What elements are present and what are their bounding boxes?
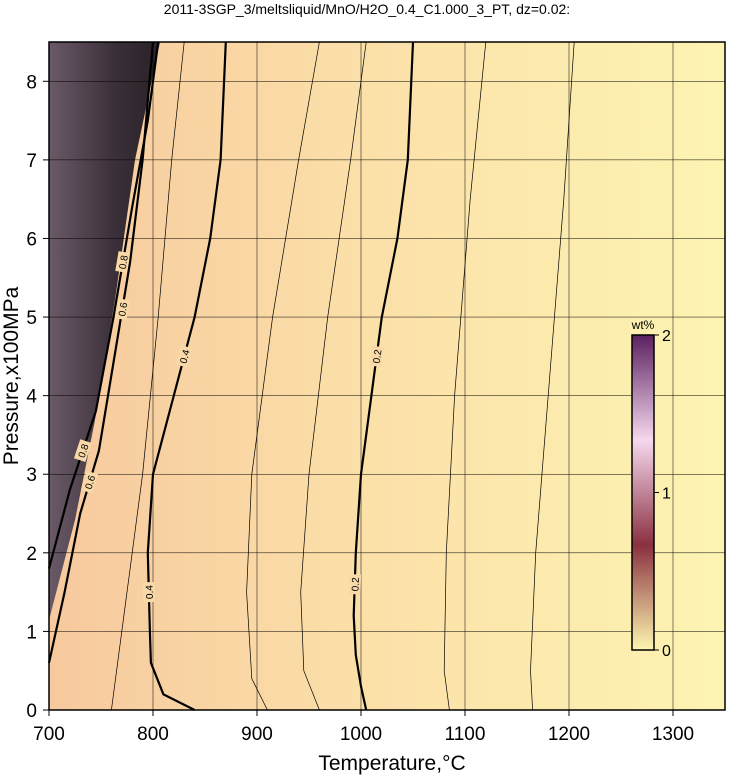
contour-label-group: 0.2 — [369, 345, 385, 368]
y-tick-label: 3 — [26, 465, 37, 486]
y-axis-label: Pressure,x100MPa — [0, 286, 23, 465]
contour-label-bg — [114, 298, 130, 321]
contour-label-bg — [369, 345, 384, 368]
y-tick-label: 2 — [26, 544, 37, 565]
contour-label: 0.4 — [179, 348, 193, 365]
contour-label: 0.2 — [351, 577, 362, 592]
contour-label: 0.8 — [77, 442, 92, 459]
contour-label-group: 0.4 — [175, 345, 193, 368]
x-axis-label: Temperature,°C — [318, 752, 465, 775]
y-tick-label: 7 — [26, 151, 37, 172]
y-tick-label: 4 — [26, 387, 37, 408]
x-tick-label: 1200 — [548, 724, 590, 745]
dense-region — [49, 42, 160, 620]
x-tick-label: 1300 — [652, 724, 694, 745]
contour-label-group: 0.2 — [348, 574, 362, 595]
contour-label-group: 0.4 — [142, 581, 156, 603]
colorbar-tick-label: 2 — [662, 328, 671, 345]
contour-label-group: 0.6 — [80, 470, 99, 494]
contour-label: 0.8 — [118, 254, 131, 270]
contour-line — [443, 41, 487, 711]
y-tick-label: 6 — [26, 229, 37, 250]
x-tick-label: 1000 — [340, 724, 382, 745]
contour-line — [47, 41, 160, 569]
x-tick-label: 800 — [137, 724, 169, 745]
x-tick-label: 900 — [241, 724, 273, 745]
x-tick-label: 1100 — [445, 724, 486, 745]
contour-line — [47, 41, 155, 664]
contour-label-group: 0.8 — [115, 251, 131, 273]
colorbar-label: wt% — [631, 318, 655, 332]
contour-label-bg — [115, 251, 131, 273]
x-tick-label: 700 — [33, 724, 65, 745]
contour-label-group: 0.6 — [114, 298, 130, 321]
contour-label: 0.6 — [84, 474, 99, 491]
contour-label-bg — [348, 574, 362, 595]
y-tick-label: 1 — [26, 622, 37, 643]
contour-line — [300, 41, 367, 711]
background — [49, 42, 725, 710]
plot-frame — [48, 41, 726, 711]
contour-label: 0.2 — [372, 349, 385, 365]
colorbar-tick-label: 0 — [662, 643, 671, 660]
contour-label: 0.4 — [145, 585, 156, 600]
contour-label-group: 0.8 — [73, 439, 92, 463]
contour-label-bg — [175, 345, 193, 368]
contour-line — [352, 41, 415, 711]
contour-line — [246, 41, 320, 711]
y-tick-label: 5 — [26, 308, 37, 329]
contour-label-bg — [80, 470, 99, 494]
chart-title: 2011-3SGP_3/meltsliquid/MnO/H2O_0.4_C1.0… — [164, 1, 570, 17]
colorbar-tick-label: 1 — [662, 486, 671, 503]
colorbar — [631, 334, 655, 651]
contour-line — [111, 41, 185, 711]
y-tick-label: 8 — [26, 72, 37, 93]
contour-label: 0.6 — [117, 301, 130, 317]
contour-line — [530, 41, 575, 711]
y-tick-label: 0 — [26, 701, 37, 722]
contour-line — [146, 41, 227, 711]
contour-label-bg — [142, 581, 156, 603]
contour-label-bg — [73, 439, 92, 463]
